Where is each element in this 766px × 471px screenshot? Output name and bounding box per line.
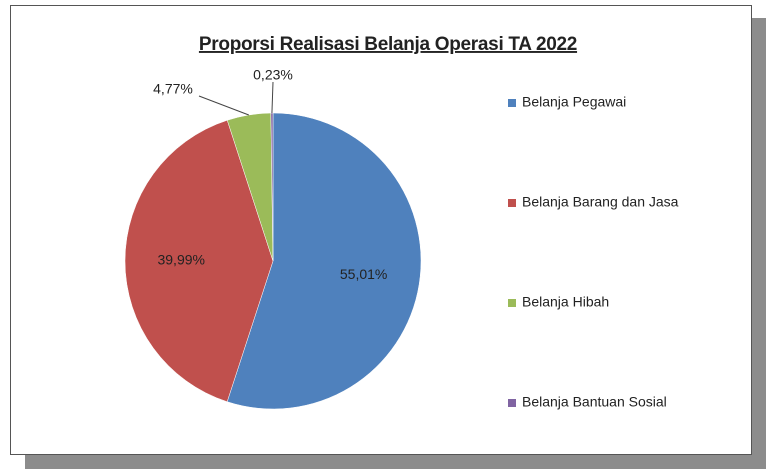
frame-shadow — [25, 455, 766, 469]
legend-label: Belanja Hibah — [522, 294, 609, 310]
legend-marker — [508, 199, 516, 207]
data-label: 0,23% — [253, 67, 293, 83]
data-label: 55,01% — [340, 266, 387, 282]
chart-title: Proporsi Realisasi Belanja Operasi TA 20… — [199, 34, 577, 55]
data-label: 4,77% — [153, 81, 193, 97]
legend-marker — [508, 99, 516, 107]
legend-label: Belanja Bantuan Sosial — [522, 394, 667, 410]
legend-label: Belanja Pegawai — [522, 94, 626, 110]
legend-label: Belanja Barang dan Jasa — [522, 194, 679, 210]
legend-marker — [508, 299, 516, 307]
leader-line — [198, 95, 249, 116]
legend-marker — [508, 399, 516, 407]
leader-line — [271, 81, 274, 114]
pie-slice — [226, 112, 422, 410]
frame-shadow — [752, 18, 766, 469]
pie-slice — [124, 119, 274, 403]
data-label: 39,99% — [157, 252, 204, 268]
